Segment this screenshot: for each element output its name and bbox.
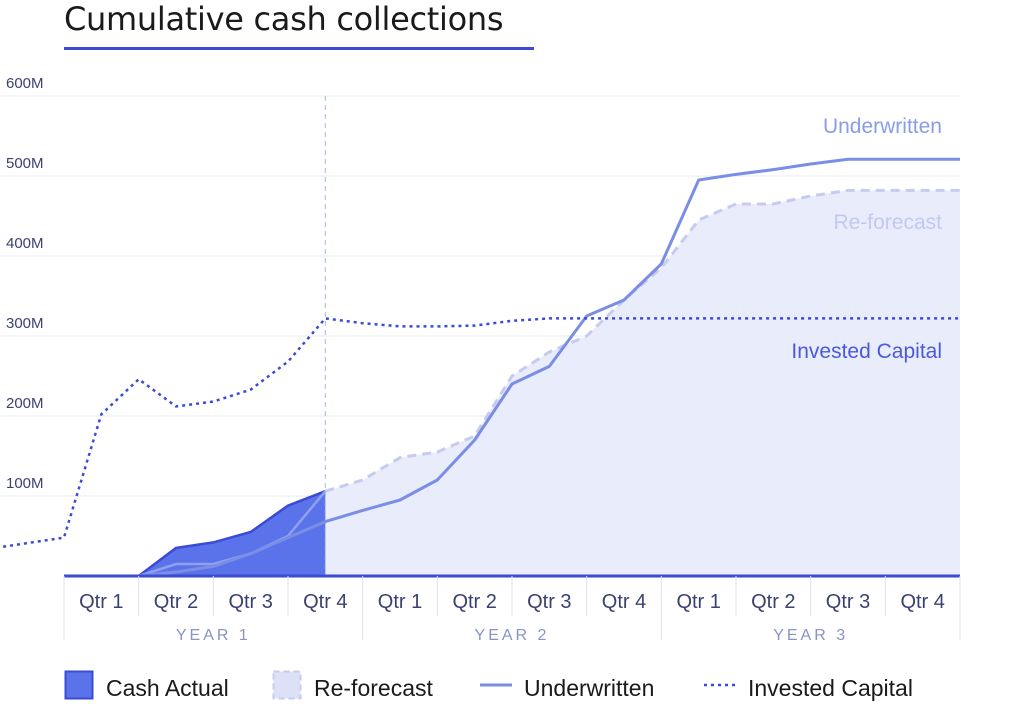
series-label: Re-forecast xyxy=(833,211,942,234)
x-tick-label: Qtr 4 xyxy=(602,591,646,613)
x-tick-label: Qtr 2 xyxy=(751,591,795,613)
title-underline xyxy=(64,47,534,50)
year-label: YEAR 3 xyxy=(773,627,848,644)
y-tick-label: 600M xyxy=(6,75,44,92)
underwritten-line xyxy=(64,157,960,578)
chart-svg: 100M 200M 300M 400M 500M 600M Qtr 1 Qtr 2 Qtr 3 Q… xyxy=(0,75,961,644)
y-tick-label: 400M xyxy=(6,235,44,252)
y-tick-label: 300M xyxy=(6,315,44,332)
x-tick-label: Qtr 1 xyxy=(378,591,422,613)
series-label: Invested Capital xyxy=(791,340,942,363)
re-forecast-swatch xyxy=(272,670,302,706)
x-tick-label: Qtr 3 xyxy=(228,591,272,613)
invested-capital-line xyxy=(0,317,960,549)
year-label: YEAR 1 xyxy=(176,627,251,644)
y-tick-label: 100M xyxy=(6,475,44,492)
x-tick-label: Qtr 3 xyxy=(826,591,870,613)
cash-actual-area xyxy=(64,491,326,576)
invested-capital-swatch xyxy=(704,670,736,706)
x-tick-label: Qtr 2 xyxy=(154,591,198,613)
legend-item-cash-actual: Cash Actual xyxy=(64,670,229,706)
x-tick-label: Qtr 2 xyxy=(452,591,496,613)
legend-item-underwritten: Underwritten xyxy=(480,672,654,704)
x-tick-label: Qtr 1 xyxy=(79,591,123,613)
y-tick-label: 500M xyxy=(6,155,44,172)
legend-label: Re-forecast xyxy=(314,674,433,701)
x-tick-label: Qtr 3 xyxy=(527,591,571,613)
y-tick-label: 200M xyxy=(6,395,44,412)
series-label: Underwritten xyxy=(823,115,942,138)
x-tick-label: Qtr 1 xyxy=(676,591,720,613)
legend-item-re-forecast: Re-forecast xyxy=(272,670,433,706)
cash-actual-swatch xyxy=(64,670,94,706)
legend-label: Cash Actual xyxy=(106,674,229,701)
chart-title: Cumulative cash collections xyxy=(64,0,504,38)
legend-item-invested-capital: Invested Capital xyxy=(704,672,913,704)
x-tick-label: Qtr 4 xyxy=(303,591,347,613)
legend-label: Invested Capital xyxy=(748,674,913,701)
legend-label: Underwritten xyxy=(524,674,655,701)
x-tick-label: Qtr 4 xyxy=(900,591,944,613)
year-label: YEAR 2 xyxy=(475,627,550,644)
underwritten-swatch xyxy=(480,670,512,706)
